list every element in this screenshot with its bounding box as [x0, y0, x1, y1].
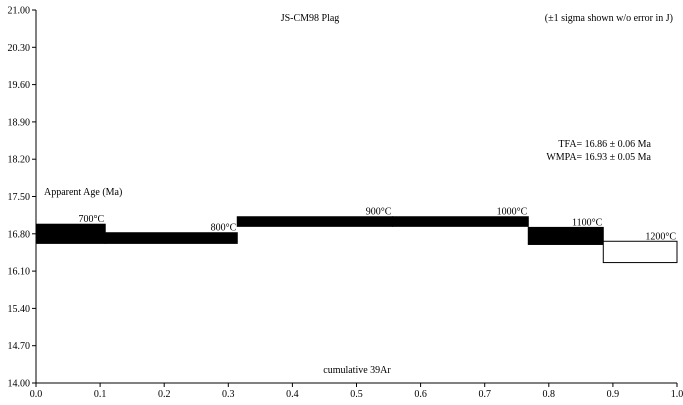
y-tick-label: 16.10 [8, 267, 31, 278]
y-tick-label: 21.00 [8, 6, 31, 17]
y-tick-label: 14.70 [8, 341, 31, 352]
chart-title: JS-CM98 Plag [281, 13, 340, 24]
y-tick-label: 20.30 [8, 43, 31, 54]
step-bar-6 [602, 240, 678, 264]
wmpa-annotation: WMPA= 16.93 ± 0.05 Ma [546, 152, 651, 163]
step-bar-4 [391, 216, 529, 227]
x-tick-label: 0.0 [30, 389, 43, 400]
step-labels: 700°C 800°C 900°C 1000°C 1100°C 1200°C [79, 207, 677, 243]
step-label-1: 700°C [79, 214, 105, 225]
x-tick-label: 0.9 [607, 389, 620, 400]
step-label-5: 1100°C [572, 217, 603, 228]
x-tick-label: 0.3 [222, 389, 235, 400]
x-tick-label: 0.1 [94, 389, 107, 400]
axes: 14.00 14.70 15.40 16.10 16.80 17.50 18.20 18.90… [8, 6, 683, 401]
tfa-annotation: TFA= 16.86 ± 0.06 Ma [558, 139, 651, 150]
y-tick-label: 18.90 [8, 117, 31, 128]
step-label-2: 800°C [211, 223, 237, 234]
x-axis-label: cumulative 39Ar [323, 365, 391, 376]
step-bars [35, 216, 678, 264]
step-bar-2 [104, 232, 238, 244]
sigma-note: (±1 sigma shown w/o error in J) [545, 13, 673, 24]
y-tick-label: 15.40 [8, 304, 31, 315]
x-tick-label: 0.6 [414, 389, 427, 400]
x-tick-label: 0.7 [478, 389, 491, 400]
y-axis-label: Apparent Age (Ma) [44, 187, 122, 198]
x-tick-label: 0.5 [350, 389, 363, 400]
step-bar-5 [527, 226, 604, 245]
x-tick-label: 0.8 [543, 389, 556, 400]
y-tick-label: 19.60 [8, 80, 31, 91]
step-label-4: 1000°C [497, 207, 528, 218]
y-tick-label: 14.00 [8, 379, 31, 390]
y-tick-label: 17.50 [8, 192, 31, 203]
y-tick-label: 16.80 [8, 229, 31, 240]
step-label-6: 1200°C [645, 231, 676, 242]
x-tick-label: 1.0 [671, 389, 683, 400]
step-bar-3 [236, 216, 393, 227]
step-bar-1 [35, 223, 106, 244]
x-tick-label: 0.2 [158, 389, 171, 400]
y-tick-label: 18.20 [8, 155, 31, 166]
step-label-3: 900°C [366, 207, 392, 218]
x-tick-label: 0.4 [286, 389, 299, 400]
